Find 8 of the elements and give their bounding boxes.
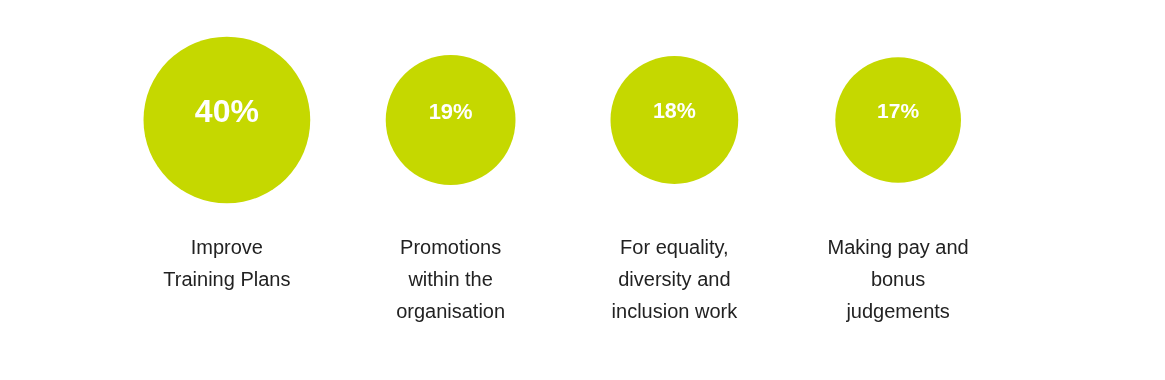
category-label: For equality, diversity and inclusion work [611, 236, 739, 322]
data-label: 17% [877, 99, 920, 122]
category-label: Making pay and bonus judgements [827, 236, 969, 322]
data-label: 19% [428, 99, 473, 124]
category-label: Promotions within the organisation [396, 236, 506, 322]
data-label: 18% [652, 99, 696, 123]
category-label: Improve Training Plans [163, 236, 291, 290]
data-label: 40% [194, 93, 259, 129]
